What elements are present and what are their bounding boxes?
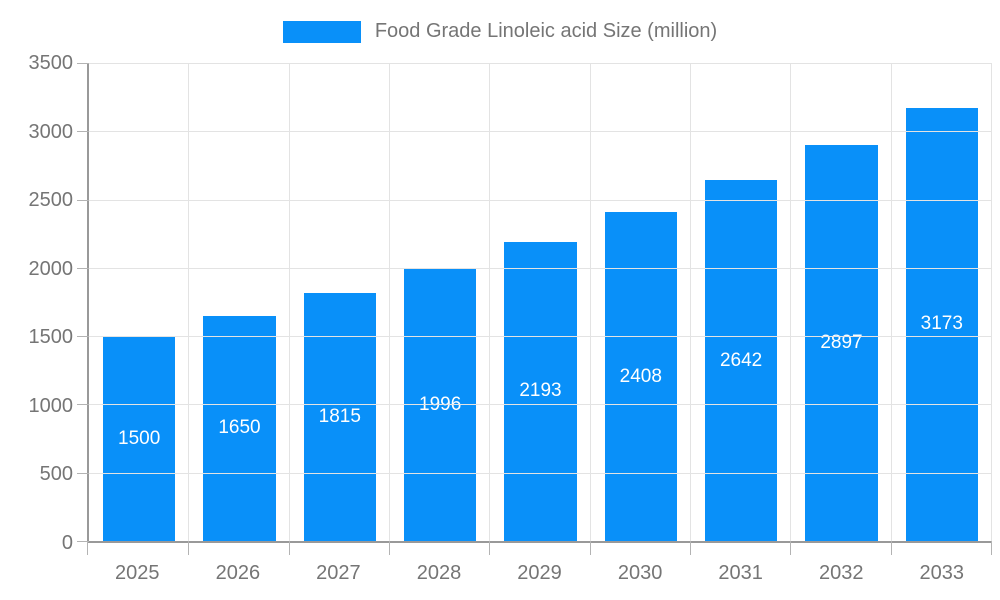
y-axis-tick [77, 267, 89, 269]
bar-value-label: 2408 [619, 365, 662, 387]
y-axis-tick [77, 541, 89, 542]
bar-slot-2029: 2193 [490, 63, 590, 541]
x-axis-tick-label: 2031 [718, 562, 763, 584]
bar-2027: 1815 [303, 293, 376, 541]
bar-slot-2033: 3173 [892, 63, 992, 541]
y-axis-tick [77, 404, 89, 406]
x-axis-tick-label: 2027 [316, 562, 361, 584]
gridline-horizontal [89, 63, 992, 64]
y-axis-tick [77, 336, 89, 338]
x-axis-tick-label: 2030 [617, 562, 663, 584]
chart-legend: Food Grade Linoleic acid Size (million) [0, 20, 1000, 43]
bar-2032: 2897 [805, 145, 878, 541]
y-axis: 0 500 1000 1500 2000 2500 3000 3500 [0, 52, 74, 554]
bar-2026: 1650 [203, 315, 276, 541]
x-axis-tick-label: 2026 [215, 562, 261, 584]
legend-label: Food Grade Linoleic acid Size (million) [374, 20, 718, 42]
x-axis-tick-label: 2025 [115, 562, 160, 584]
bar-slot-2031: 2642 [691, 63, 791, 541]
gridline-horizontal [89, 131, 992, 133]
y-axis-tick-label: 2000 [28, 257, 74, 280]
y-axis-tick-label: 0 [61, 532, 73, 554]
bar-value-label: 2193 [519, 380, 562, 402]
y-axis-tick-label: 3000 [28, 120, 74, 143]
bar-value-label: 2897 [820, 332, 863, 354]
bar-2033: 3173 [905, 107, 978, 541]
bars-container: 1500 1650 1815 1996 2193 2408 2642 2897 3173 [89, 63, 992, 541]
bar-2029: 2193 [504, 241, 577, 541]
bar-slot-2032: 2897 [791, 63, 891, 541]
x-axis: 2025 2026 2027 2028 2029 2030 2031 2032 2033 [87, 562, 992, 585]
bar-2025: 1500 [103, 336, 176, 541]
bar-2031: 2642 [705, 180, 778, 541]
x-axis-tick [991, 541, 992, 555]
x-axis-tick [388, 541, 390, 555]
bar-slot-2030: 2408 [591, 63, 691, 541]
y-axis-tick [77, 472, 89, 474]
y-axis-tick [77, 63, 89, 64]
gridline-horizontal [89, 267, 992, 269]
x-axis-tick [489, 541, 491, 555]
gridline-vertical [991, 63, 992, 541]
x-axis-tick [689, 541, 691, 555]
x-axis-tick [790, 541, 792, 555]
bar-slot-2026: 1650 [189, 63, 289, 541]
gridline-vertical [188, 63, 190, 541]
y-axis-tick-label: 2500 [28, 189, 74, 212]
x-axis-tick [589, 541, 591, 555]
x-axis-tick-label: 2033 [919, 562, 965, 584]
gridline-vertical [689, 63, 691, 541]
gridline-vertical [589, 63, 591, 541]
x-axis-tick [87, 541, 88, 555]
gridline-vertical [890, 63, 892, 541]
legend-swatch [282, 20, 361, 43]
y-axis-tick [77, 199, 89, 201]
bar-slot-2027: 1815 [290, 63, 390, 541]
gridline-horizontal [89, 336, 992, 338]
x-axis-tick-label: 2029 [517, 562, 562, 584]
y-axis-tick-label: 1000 [28, 394, 74, 417]
x-axis-tick [188, 541, 190, 555]
bar-value-label: 1650 [218, 417, 261, 439]
y-axis-tick-label: 3500 [28, 52, 74, 74]
bar-value-label: 3173 [920, 313, 963, 335]
bar-value-label: 1996 [419, 393, 462, 415]
gridline-horizontal [89, 472, 992, 474]
gridline-vertical [288, 63, 290, 541]
gridline-vertical [790, 63, 792, 541]
gridline-vertical [388, 63, 390, 541]
x-axis-tick-label: 2028 [416, 562, 462, 584]
y-axis-tick [77, 131, 89, 133]
x-axis-tick-label: 2032 [818, 562, 864, 584]
bar-2030: 2408 [604, 212, 677, 541]
bar-value-label: 1500 [118, 427, 161, 449]
bar-value-label: 2642 [719, 349, 763, 371]
gridline-horizontal [89, 404, 992, 406]
y-axis-tick-label: 1500 [28, 326, 74, 349]
x-axis-tick [288, 541, 290, 555]
bar-slot-2025: 1500 [89, 63, 189, 541]
bar-slot-2028: 1996 [390, 63, 490, 541]
gridline-vertical [489, 63, 491, 541]
x-axis-tick [890, 541, 892, 555]
gridline-horizontal [89, 199, 992, 201]
bar-value-label: 1815 [318, 406, 361, 428]
y-axis-tick-label: 500 [39, 463, 73, 486]
plot-area: 1500 1650 1815 1996 2193 2408 2642 2897 3173 [77, 63, 992, 555]
